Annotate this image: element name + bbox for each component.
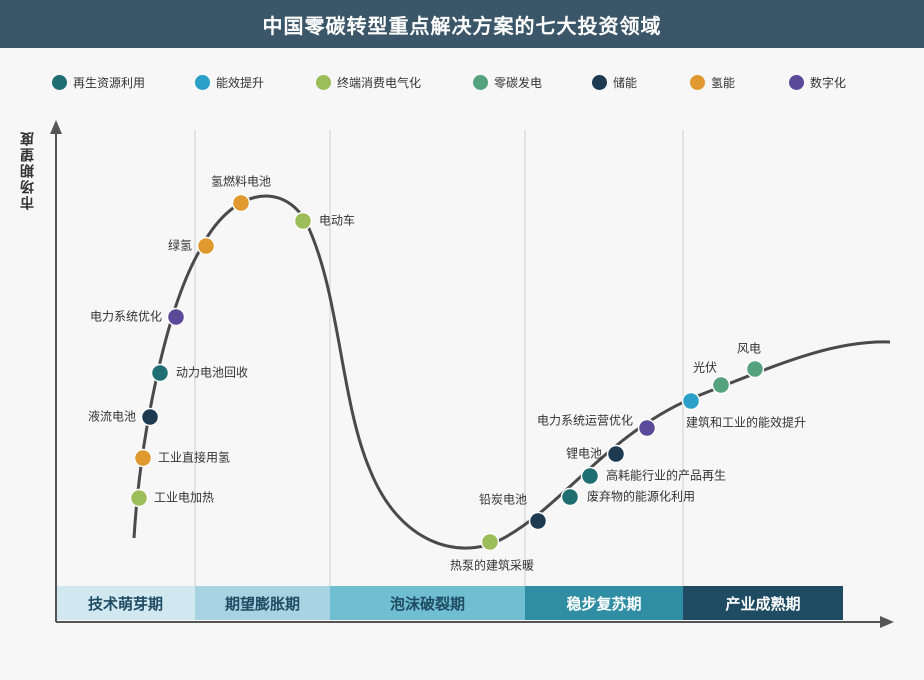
data-point-label: 光伏 <box>693 361 717 375</box>
phase-label: 泡沫破裂期 <box>330 586 525 620</box>
phase-label: 期望膨胀期 <box>195 586 330 620</box>
data-point-label: 锂电池 <box>566 446 602 461</box>
data-point-label: 绿氢 <box>168 238 192 253</box>
data-point <box>606 444 626 464</box>
data-point <box>129 488 149 508</box>
data-point-label: 热泵的建筑采暖 <box>450 558 534 573</box>
y-axis-arrow <box>50 120 62 134</box>
data-point <box>580 466 600 486</box>
data-point-label: 废弃物的能源化利用 <box>587 489 695 504</box>
data-point <box>166 307 186 327</box>
legend-swatch <box>690 75 705 90</box>
legend-label: 零碳发电 <box>494 76 543 90</box>
data-point <box>133 448 153 468</box>
data-point <box>560 487 580 507</box>
legend-item: 再生资源利用 <box>52 74 145 91</box>
data-point-label: 电动车 <box>319 213 355 228</box>
title-banner: 中国零碳转型重点解决方案的七大投资领域 <box>0 0 924 48</box>
legend-label: 数字化 <box>810 76 847 90</box>
data-point <box>231 193 251 213</box>
legend-swatch <box>316 75 331 90</box>
data-point <box>480 532 500 552</box>
phase-label: 产业成熟期 <box>683 586 843 620</box>
data-point-label: 工业电加热 <box>154 491 214 505</box>
data-point-label: 高耗能行业的产品再生 <box>606 468 726 483</box>
data-point <box>196 236 216 256</box>
phase-label: 稳步复苏期 <box>525 586 683 620</box>
data-point <box>293 211 313 231</box>
x-axis-arrow <box>880 616 894 628</box>
data-point-label: 动力电池回收 <box>176 366 248 380</box>
data-point <box>140 407 160 427</box>
data-point <box>745 359 765 379</box>
legend-label: 储能 <box>613 76 638 90</box>
legend-label: 再生资源利用 <box>73 76 146 90</box>
data-point-label: 风电 <box>737 342 761 356</box>
legend-item: 零碳发电 <box>473 74 542 91</box>
data-point-label: 电力系统优化 <box>90 310 162 324</box>
legend-label: 氢能 <box>711 76 736 90</box>
legend-item: 终端消费电气化 <box>316 74 421 91</box>
data-point-label: 工业直接用氢 <box>158 450 230 465</box>
legend-swatch <box>789 75 804 90</box>
hype-curve <box>132 194 891 550</box>
legend-swatch <box>592 75 607 90</box>
data-point-label: 电力系统运营优化 <box>537 414 633 428</box>
legend-label: 能效提升 <box>216 76 265 90</box>
data-point-label: 铅炭电池 <box>479 493 527 507</box>
data-point <box>150 363 170 383</box>
legend-item: 数字化 <box>789 74 846 91</box>
legend-swatch <box>473 75 488 90</box>
legend-swatch <box>52 75 67 90</box>
legend-swatch <box>195 75 210 90</box>
data-point <box>681 391 701 411</box>
phase-label: 技术萌芽期 <box>56 586 195 620</box>
chart-title: 中国零碳转型重点解决方案的七大投资领域 <box>262 13 662 38</box>
data-point-label: 氢燃料电池 <box>211 174 271 189</box>
data-point-label: 液流电池 <box>88 409 136 424</box>
chart-background <box>0 48 924 680</box>
legend-item: 储能 <box>592 74 637 91</box>
legend-label: 终端消费电气化 <box>337 76 422 90</box>
data-point-label: 建筑和工业的能效提升 <box>686 415 806 430</box>
data-point <box>528 511 548 531</box>
legend-item: 能效提升 <box>195 74 264 91</box>
data-point <box>711 375 731 395</box>
data-point <box>637 418 657 438</box>
legend-item: 氢能 <box>690 74 735 91</box>
